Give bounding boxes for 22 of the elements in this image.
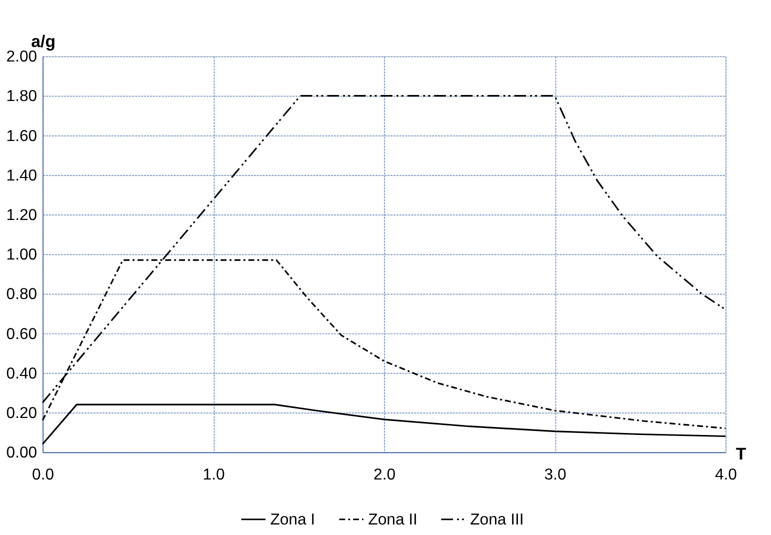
y-tick-label: 0.00 (6, 444, 38, 462)
legend-label: Zona II (368, 511, 418, 528)
x-tick-label: 0.0 (32, 466, 54, 484)
y-tick-label: 1.40 (6, 167, 38, 184)
y-tick-label: 0.60 (6, 326, 38, 343)
legend-label: Zona III (470, 511, 524, 528)
y-axis-title: a/g (31, 32, 56, 51)
y-tick-label: 1.60 (6, 128, 38, 145)
line-series (42, 404, 726, 445)
x-tick-label: 4.0 (714, 466, 738, 484)
y-tick-label: 1.00 (6, 246, 38, 264)
x-axis-title: T (736, 444, 747, 464)
y-tick-label: 2.00 (6, 48, 38, 66)
y-tick-label: 1.80 (6, 88, 38, 106)
y-tick-label: 1.20 (6, 206, 38, 224)
x-tick-label: 2.0 (374, 466, 396, 484)
x-tick-label: 1.0 (202, 466, 225, 484)
y-tick-label: 0.20 (6, 404, 38, 422)
x-tick-label: 3.0 (544, 466, 566, 484)
legend-label: Zona I (270, 511, 316, 528)
y-tick-label: 0.40 (6, 365, 38, 382)
y-tick-label: 0.80 (6, 286, 38, 304)
